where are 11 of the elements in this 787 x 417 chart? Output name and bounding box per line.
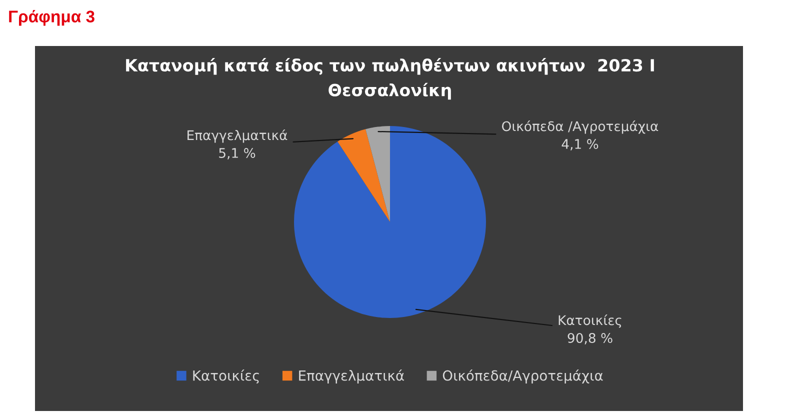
pie-slice bbox=[338, 129, 390, 222]
legend-label: Οικόπεδα/Αγροτεμάχια bbox=[442, 369, 603, 384]
pie-slice bbox=[366, 126, 390, 222]
legend-label: Κατοικίες bbox=[193, 369, 259, 384]
pie-slice bbox=[294, 126, 486, 318]
text: Γράφημα 3 bbox=[9, 10, 94, 26]
chart-title: Κατανομή κατά είδος των πωληθέντων ακινήτων 2023 Ι Θεσσαλονίκη bbox=[126, 58, 654, 100]
data-label: Κατοικίες 90,8 % bbox=[558, 314, 622, 344]
data-label: Οικόπεδα /Αγροτεμάχια 4,1 % bbox=[502, 120, 658, 150]
data-label: Επαγγελματικά 5,1 % bbox=[188, 129, 288, 160]
legend-label: Επαγγελματικά bbox=[299, 369, 404, 384]
